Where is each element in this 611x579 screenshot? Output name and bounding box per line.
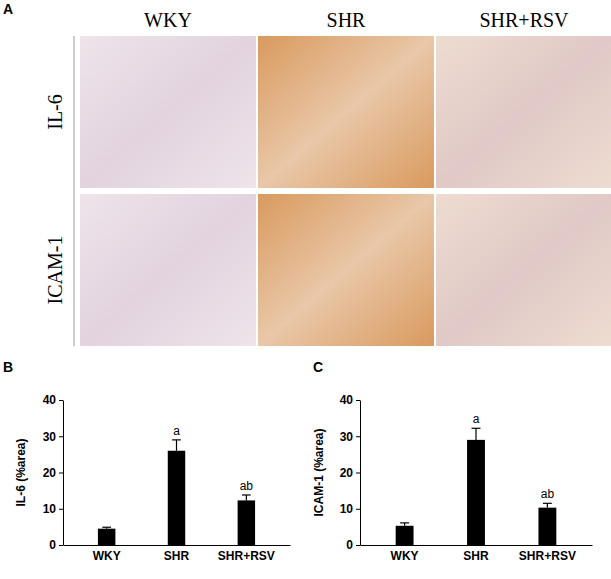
tick-label: WKY: [93, 549, 121, 563]
column-label: SHR+RSV: [479, 9, 569, 31]
axis-title: IL-6 (%area): [14, 438, 28, 506]
axis-title: ICAM-1 (%area): [312, 428, 326, 516]
tick: SHR+RSV: [218, 545, 275, 563]
tick-label: 0: [346, 538, 353, 552]
x-axis: WKY SHR SHR+RSV: [361, 545, 593, 563]
error-bar: [172, 440, 181, 451]
tick-mark: [59, 400, 63, 401]
panel-label: C: [313, 359, 323, 375]
tick: 30: [43, 430, 63, 444]
tick-mark: [356, 400, 360, 401]
bar: [396, 526, 414, 545]
micrograph: [80, 36, 256, 188]
axis-line: [63, 401, 64, 546]
tick-mark: [59, 436, 63, 437]
tick-label: 30: [43, 430, 57, 444]
tick: 40: [43, 393, 63, 407]
error-stem: [475, 428, 476, 440]
micrograph: [258, 36, 434, 188]
error-cap: [543, 503, 552, 504]
tick: SHR: [164, 545, 190, 563]
annotation: ab: [240, 479, 254, 493]
bar: [98, 529, 115, 545]
error-bar: [400, 523, 409, 526]
tick-label: WKY: [391, 549, 419, 563]
error-cap: [172, 439, 181, 440]
tick: 30: [340, 430, 360, 444]
tick-label: SHR+RSV: [218, 549, 275, 563]
tick-label: 40: [340, 393, 354, 407]
axis-line: [360, 401, 361, 546]
tick-label: 20: [43, 466, 57, 480]
tick-label: SHR+RSV: [519, 549, 576, 563]
column-label: WKY: [144, 9, 192, 31]
bar: [238, 500, 255, 545]
tick: 20: [43, 466, 63, 480]
tick: 0: [49, 538, 63, 552]
bar-chart: C 0 10 20 30 40 WKY SHR SHR+RSV ICAM-1 (%area) a ab: [312, 359, 593, 563]
tick: WKY: [93, 545, 121, 563]
plot-area: [98, 440, 255, 545]
x-axis: WKY SHR SHR+RSV: [64, 545, 291, 563]
tick: 0: [346, 538, 360, 552]
tick-label: 10: [340, 502, 354, 516]
separator: [74, 36, 75, 346]
annotation: ab: [541, 487, 555, 501]
tick-label: SHR: [164, 549, 190, 563]
tick: 10: [340, 502, 360, 516]
tick-label: 30: [340, 430, 354, 444]
error-bar: [242, 495, 251, 500]
axis-line: [64, 545, 291, 546]
error-bar: [543, 503, 552, 507]
bar-chart: B 0 10 20 30 40 WKY SHR SHR+RSV IL-6 (%area) a ab: [3, 359, 291, 563]
micrograph: [436, 36, 611, 188]
tick: 10: [43, 502, 63, 516]
error-stem: [246, 495, 247, 500]
figure: A WKY SHR SHR+RSV IL-6 ICAM-1 B 0 10 20 30 40 WKY SHR…: [0, 0, 611, 579]
panel-label: A: [3, 1, 13, 17]
row-label: ICAM-1: [44, 236, 66, 305]
plot-area: [396, 428, 557, 545]
tick-mark: [59, 509, 63, 510]
tick: 20: [340, 466, 360, 480]
tick-label: 40: [43, 393, 57, 407]
error-cap: [102, 527, 111, 528]
micrograph: [258, 194, 434, 346]
tick: SHR: [463, 545, 489, 563]
y-axis: 0 10 20 30 40: [340, 393, 361, 552]
tick-label: SHR: [463, 549, 489, 563]
bar: [467, 440, 485, 545]
bar: [538, 508, 556, 545]
tick-label: 10: [43, 502, 57, 516]
error-bar: [472, 428, 481, 440]
tick-label: 20: [340, 466, 354, 480]
error-bar: [102, 527, 111, 528]
panel-label: B: [3, 359, 13, 375]
tick-mark: [356, 473, 360, 474]
tick: SHR+RSV: [519, 545, 576, 563]
tick-mark: [356, 509, 360, 510]
panel-a: A WKY SHR SHR+RSV IL-6 ICAM-1: [3, 1, 611, 346]
tick-mark: [356, 436, 360, 437]
error-stem: [547, 503, 548, 507]
bar: [168, 451, 185, 545]
tick-label: 0: [49, 538, 56, 552]
column-label: SHR: [327, 9, 367, 31]
y-axis: 0 10 20 30 40: [43, 393, 64, 552]
error-cap: [242, 494, 251, 495]
annotation: a: [473, 412, 480, 426]
tick: 40: [340, 393, 360, 407]
error-cap: [472, 428, 481, 429]
tick-mark: [59, 473, 63, 474]
tick-mark: [59, 545, 63, 546]
error-cap: [400, 522, 409, 523]
micrograph: [436, 194, 611, 346]
tick: WKY: [391, 545, 419, 563]
axis-line: [361, 545, 593, 546]
error-stem: [176, 440, 177, 451]
micrograph: [80, 194, 256, 346]
annotation: a: [173, 424, 180, 438]
row-label: IL-6: [44, 94, 66, 130]
tick-mark: [356, 545, 360, 546]
